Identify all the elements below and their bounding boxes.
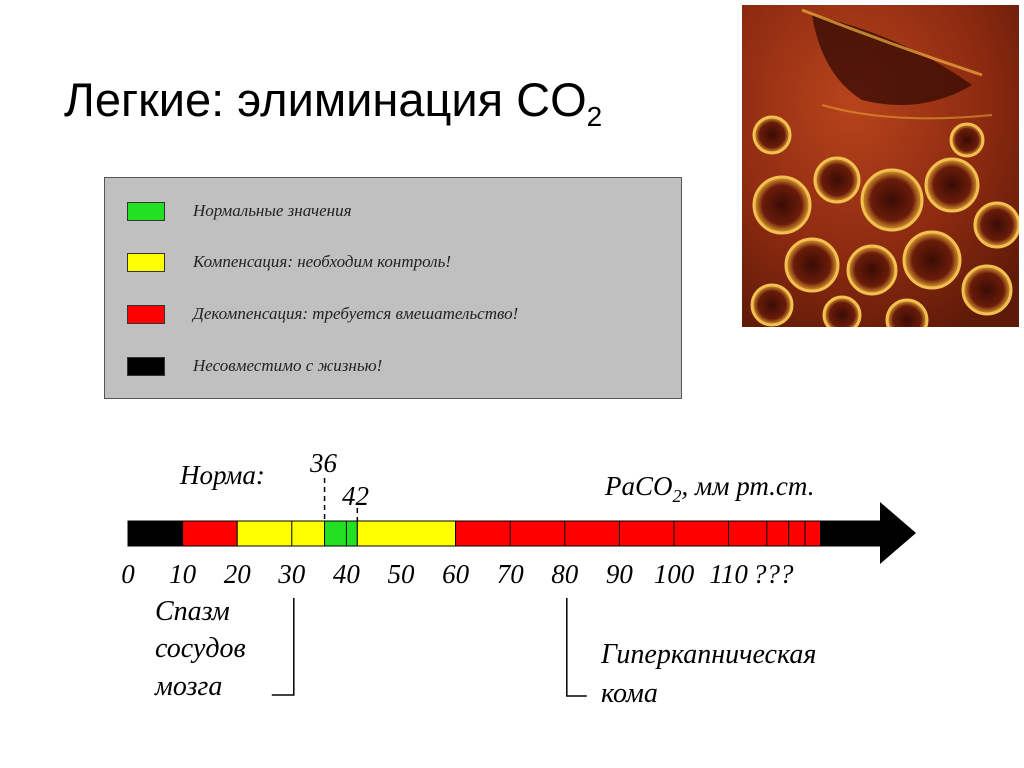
- tick-label: 60: [442, 559, 470, 589]
- tick-label: 70: [497, 559, 525, 589]
- annotation-right-line-1: Гиперкапническая: [600, 639, 816, 670]
- unit-rest: , мм рт.ст.: [682, 471, 815, 501]
- tick-label: 50: [388, 559, 416, 589]
- annotation-right-line-2: кома: [601, 678, 658, 709]
- tick-label: ???: [753, 559, 794, 589]
- lung-tissue-micrograph-icon: [742, 5, 1019, 327]
- legend-swatch: [127, 304, 165, 324]
- left-annotation-bracket: [271, 598, 295, 696]
- legend-box: Нормальные значения Компенсация: необход…: [104, 177, 682, 399]
- norm-label: Норма:: [179, 460, 265, 490]
- arrow-head-icon: [820, 502, 916, 564]
- scale-segment: [455, 520, 822, 547]
- tick-label: 10: [169, 559, 197, 589]
- tick-label: 100: [654, 559, 695, 589]
- page-title: Легкие: элиминация CO2: [64, 72, 602, 133]
- tick-label: 110: [709, 559, 748, 589]
- legend-item-normal: Нормальные значения: [127, 199, 352, 223]
- legend-item-decompensation: Декомпенсация: требуется вмешательство!: [127, 302, 518, 326]
- norm-high-label: 42: [342, 481, 369, 511]
- scale-gridlines: [291, 521, 806, 546]
- annotation-left-line-3: мозга: [154, 671, 222, 702]
- legend-item-incompatible: Несовместимо с жизнью!: [127, 354, 382, 378]
- unit-label: PaCO2, мм рт.ст.: [604, 471, 815, 506]
- legend-label: Декомпенсация: требуется вмешательство!: [193, 304, 519, 323]
- legend-swatch: [127, 252, 165, 272]
- scale-segment: [127, 520, 184, 547]
- norm-low-label: 36: [309, 448, 338, 478]
- legend-label: Нормальные значения: [193, 201, 352, 220]
- paco2-scale: Норма: 36 42 PaCO2, мм рт.ст. 0 10 20 30 40 5…: [121, 448, 916, 709]
- scale-segment: [236, 520, 326, 547]
- tick-label: 40: [333, 559, 361, 589]
- tick-label: 0: [121, 559, 135, 589]
- legend-swatch: [127, 356, 165, 376]
- scale-bar: [127, 520, 893, 547]
- title-main: Легкие: элиминация CO: [64, 73, 587, 126]
- tick-label: 90: [606, 559, 634, 589]
- scale-segment: [182, 520, 238, 547]
- right-annotation-bracket: [566, 598, 587, 697]
- annotation-left-line-2: сосудов: [155, 633, 246, 664]
- scale-segment: [356, 520, 457, 547]
- title-subscript: 2: [586, 101, 603, 132]
- tick-label: 20: [224, 559, 252, 589]
- tick-label: 30: [277, 559, 306, 589]
- annotation-left-line-1: Спазм: [155, 596, 230, 627]
- tick-labels: 0 10 20 30 40 50 60 70 80 90 100 110???: [121, 559, 794, 589]
- scale-segment: [324, 520, 358, 547]
- tick-label: 80: [551, 559, 579, 589]
- legend-label: Компенсация: необходим контроль!: [193, 252, 451, 271]
- legend-label: Несовместимо с жизнью!: [193, 356, 383, 375]
- legend-swatch: [127, 201, 165, 221]
- unit-sub: 2: [673, 486, 682, 506]
- unit-main: PaCO: [604, 471, 673, 501]
- legend-item-compensation: Компенсация: необходим контроль!: [127, 250, 451, 274]
